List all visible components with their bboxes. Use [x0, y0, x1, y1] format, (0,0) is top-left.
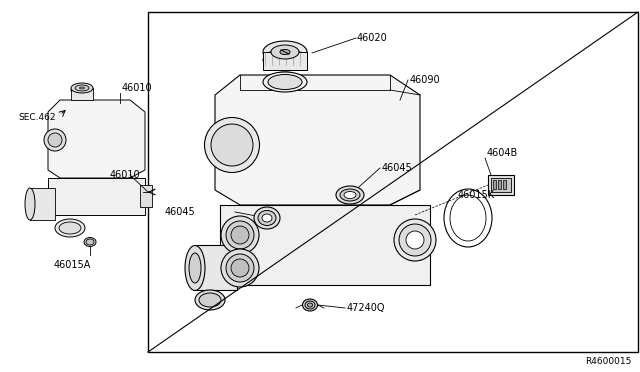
Ellipse shape [254, 207, 280, 229]
Bar [498, 180, 501, 189]
Bar [195, 245, 237, 290]
Ellipse shape [86, 239, 94, 245]
Text: 47240Q: 47240Q [347, 303, 385, 313]
Text: 46090: 46090 [410, 75, 440, 85]
Ellipse shape [263, 41, 307, 63]
Ellipse shape [231, 226, 249, 244]
Text: 46015A: 46015A [53, 260, 91, 270]
Ellipse shape [399, 224, 431, 256]
Bar [493, 180, 496, 189]
Ellipse shape [231, 259, 249, 277]
Text: SEC.462: SEC.462 [18, 113, 56, 122]
Ellipse shape [263, 72, 307, 92]
Bar [30, 188, 55, 220]
Ellipse shape [221, 249, 259, 287]
Ellipse shape [25, 188, 35, 220]
Text: 4604B: 4604B [487, 148, 518, 158]
Ellipse shape [226, 254, 254, 282]
Ellipse shape [340, 189, 360, 201]
Ellipse shape [185, 246, 205, 291]
Text: 46015K: 46015K [458, 190, 495, 200]
Bar [491, 178, 511, 192]
Bar [263, 52, 307, 70]
Ellipse shape [75, 85, 89, 91]
Bar [140, 185, 152, 207]
Ellipse shape [305, 301, 315, 309]
Ellipse shape [303, 299, 317, 311]
Ellipse shape [280, 49, 290, 55]
Ellipse shape [336, 186, 364, 204]
Ellipse shape [262, 214, 272, 222]
Text: R4600015: R4600015 [586, 357, 632, 366]
Ellipse shape [226, 221, 254, 249]
Polygon shape [220, 205, 430, 285]
Polygon shape [215, 75, 420, 205]
Ellipse shape [55, 219, 85, 237]
Ellipse shape [189, 253, 201, 283]
Ellipse shape [263, 49, 307, 71]
Ellipse shape [394, 219, 436, 261]
Ellipse shape [48, 133, 62, 147]
Ellipse shape [44, 129, 66, 151]
Text: 46010: 46010 [122, 83, 152, 93]
Ellipse shape [221, 216, 259, 254]
Ellipse shape [268, 74, 302, 90]
Ellipse shape [205, 118, 259, 173]
Text: 46045: 46045 [164, 207, 195, 217]
Ellipse shape [307, 303, 312, 307]
Text: 46010: 46010 [110, 170, 141, 180]
Ellipse shape [71, 83, 93, 93]
Bar [148, 12, 638, 352]
Ellipse shape [59, 222, 81, 234]
Bar [71, 88, 93, 100]
Polygon shape [48, 178, 145, 215]
Ellipse shape [199, 293, 221, 307]
Ellipse shape [195, 290, 225, 310]
Ellipse shape [258, 211, 276, 225]
Bar [488, 175, 514, 195]
Ellipse shape [344, 192, 356, 199]
Text: 46045: 46045 [382, 163, 413, 173]
Bar [503, 180, 506, 189]
Ellipse shape [406, 231, 424, 249]
Ellipse shape [211, 124, 253, 166]
Ellipse shape [84, 237, 96, 247]
Ellipse shape [71, 85, 93, 95]
Ellipse shape [79, 87, 84, 89]
Polygon shape [48, 100, 145, 178]
Text: 46020: 46020 [357, 33, 388, 43]
Ellipse shape [271, 45, 299, 59]
